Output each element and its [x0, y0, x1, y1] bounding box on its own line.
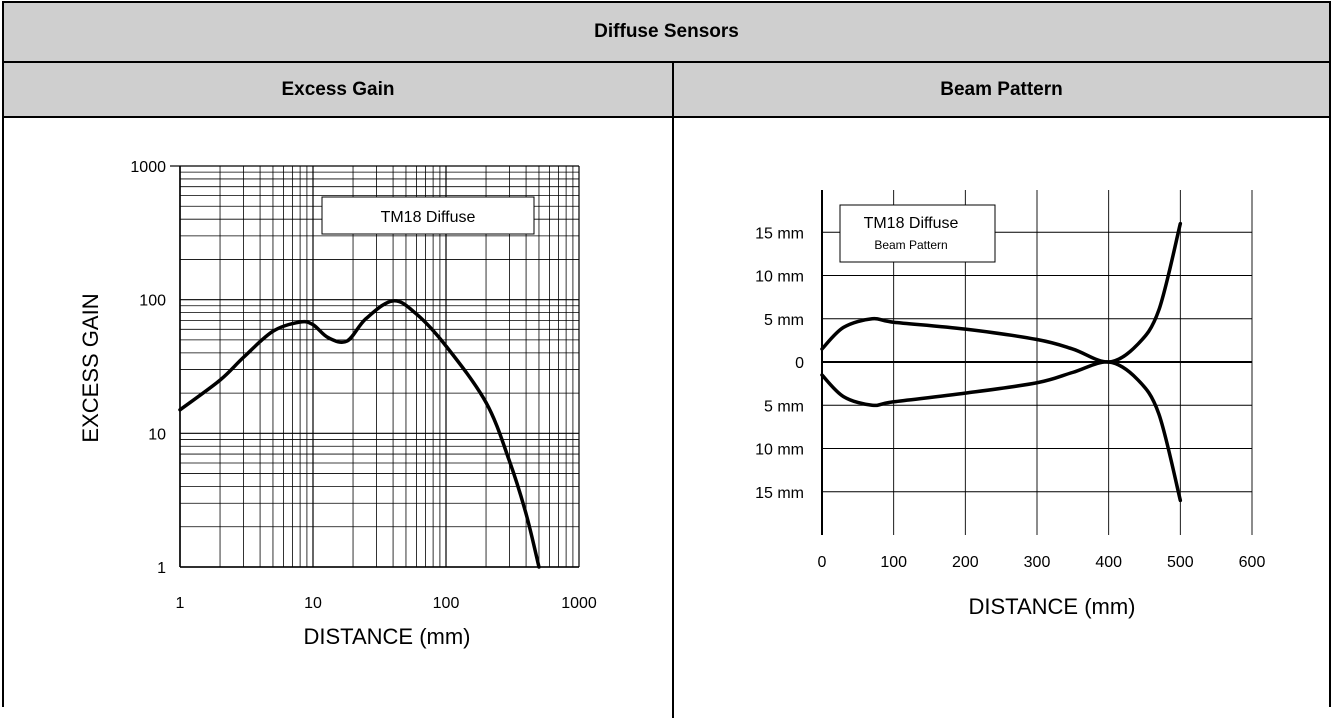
- beam-pattern-lower-curve: [820, 360, 1183, 503]
- excess-gain-x-tick-label: 10: [304, 595, 322, 612]
- excess-gain-ylabel: EXCESS GAIN: [78, 293, 103, 442]
- beam-pattern-y-tick-label: 15 mm: [755, 225, 804, 242]
- beam-pattern-upper-curve: [820, 221, 1183, 364]
- beam-pattern-xlabel: DISTANCE (mm): [968, 594, 1135, 619]
- beam-pattern-legend-box: [839, 204, 996, 263]
- excess-gain-x-tick-label: 100: [433, 595, 460, 612]
- excess-gain-xlabel: DISTANCE (mm): [303, 624, 470, 649]
- excess-gain-ticks: 1 10 100 1000 1 10 100 1000: [130, 159, 596, 612]
- beam-pattern-y-tick-label: 15 mm: [755, 485, 804, 502]
- excess-gain-curve: [178, 299, 541, 569]
- beam-pattern-x-tick-label: 400: [1095, 554, 1122, 571]
- excess-gain-x-tick-label: 1000: [561, 595, 597, 612]
- excess-gain-heading: Excess Gain: [4, 63, 674, 118]
- beam-pattern-y-tick-label: 10 mm: [755, 442, 804, 459]
- beam-pattern-x-tick-label: 100: [880, 554, 907, 571]
- beam-pattern-legend-subtext: Beam Pattern: [874, 238, 947, 252]
- beam-pattern-y-tick-label: 5 mm: [764, 398, 804, 415]
- beam-pattern-ticks: 15 mm 10 mm 5 mm 0 5 mm 10 mm 15 mm 0 100 200 300 4…: [755, 225, 1265, 571]
- excess-gain-legend-text: TM18 Diffuse: [381, 209, 476, 226]
- excess-gain-y-tick-label: 10: [148, 426, 166, 443]
- beam-pattern-x-tick-label: 500: [1167, 554, 1194, 571]
- beam-pattern-legend-text: TM18 Diffuse: [864, 215, 959, 232]
- beam-pattern-x-tick-label: 0: [818, 554, 827, 571]
- excess-gain-x-tick-label: 1: [176, 595, 185, 612]
- beam-pattern-y-tick-label: 5 mm: [764, 312, 804, 329]
- column-divider: [672, 118, 674, 718]
- excess-gain-y-tick-label: 1: [157, 560, 166, 577]
- excess-gain-y-tick-label: 1000: [130, 159, 166, 176]
- beam-pattern-heading: Beam Pattern: [674, 63, 1329, 118]
- beam-pattern-curves: [820, 221, 1183, 503]
- beam-pattern-x-tick-label: 300: [1024, 554, 1051, 571]
- beam-pattern-y-tick-label: 0: [795, 355, 804, 372]
- page-title: Diffuse Sensors: [4, 3, 1329, 63]
- beam-pattern-x-tick-label: 200: [952, 554, 979, 571]
- excess-gain-y-tick-label: 100: [139, 293, 166, 310]
- beam-pattern-y-tick-label: 10 mm: [755, 269, 804, 286]
- beam-pattern-x-tick-label: 600: [1239, 554, 1266, 571]
- excess-gain-legend-box: [321, 196, 535, 235]
